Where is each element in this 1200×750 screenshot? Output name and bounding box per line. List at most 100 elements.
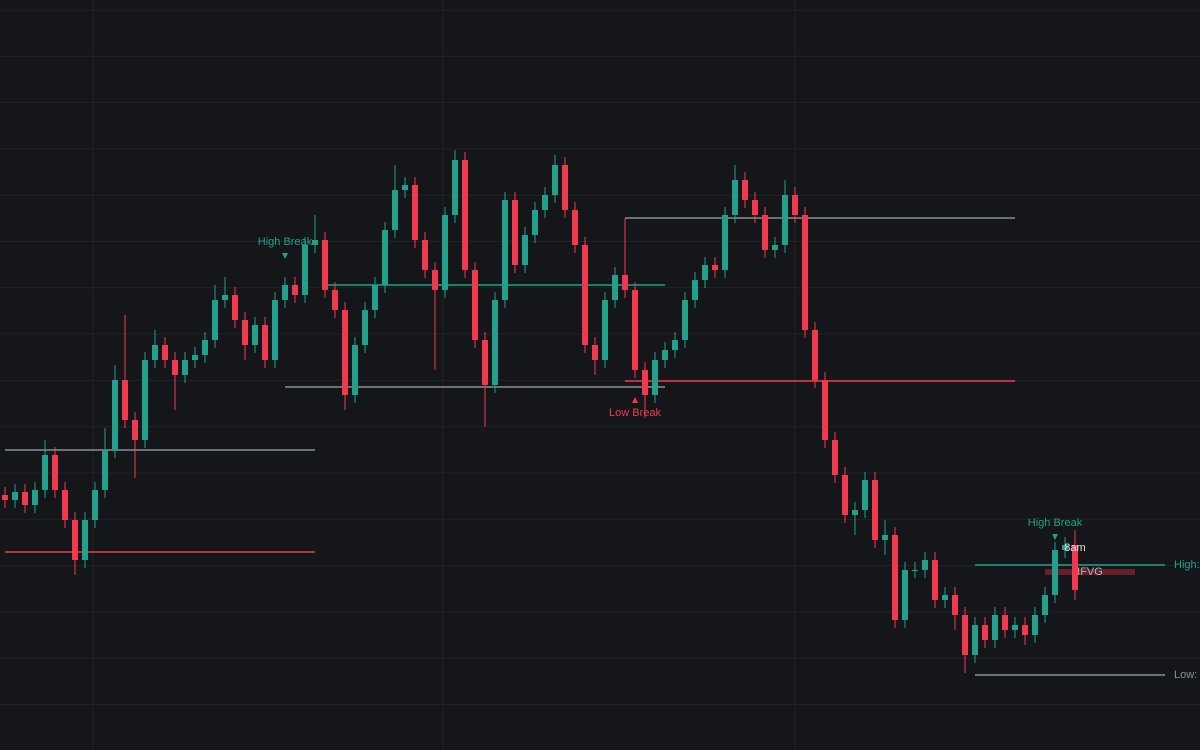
candle-body bbox=[1062, 545, 1068, 550]
candle-body bbox=[1042, 595, 1048, 615]
candle-body bbox=[512, 200, 518, 265]
candle-body bbox=[482, 340, 488, 385]
level-label: Low: bbox=[1174, 669, 1197, 681]
candle-body bbox=[292, 285, 298, 295]
candle-body bbox=[932, 560, 938, 600]
candle-body bbox=[172, 360, 178, 375]
candle-body bbox=[72, 520, 78, 560]
candle-body bbox=[392, 190, 398, 230]
candle-body bbox=[642, 370, 648, 395]
candle-body bbox=[112, 380, 118, 450]
candle-body bbox=[722, 215, 728, 270]
candle-body bbox=[952, 595, 958, 615]
candle-body bbox=[442, 215, 448, 290]
candle-body bbox=[492, 300, 498, 385]
candle-body bbox=[872, 480, 878, 540]
candle-body bbox=[202, 340, 208, 355]
break-marker bbox=[632, 397, 638, 403]
candle-body bbox=[242, 320, 248, 345]
ifvg-label: IFVG bbox=[1077, 566, 1103, 578]
candle-body bbox=[522, 235, 528, 265]
candle-body bbox=[1022, 625, 1028, 635]
candle-body bbox=[82, 520, 88, 560]
candle-body bbox=[1002, 615, 1008, 630]
candle-body bbox=[142, 360, 148, 440]
candle-body bbox=[542, 195, 548, 210]
candle-body bbox=[612, 275, 618, 300]
candle-body bbox=[422, 240, 428, 270]
candle-body bbox=[702, 265, 708, 280]
candle-body bbox=[272, 300, 278, 360]
candle-body bbox=[862, 480, 868, 510]
candle-body bbox=[692, 280, 698, 300]
candle-body bbox=[732, 180, 738, 215]
session-label: 8am bbox=[1064, 542, 1085, 554]
candle-body bbox=[332, 290, 338, 310]
candle-body bbox=[402, 185, 408, 190]
candle-body bbox=[532, 210, 538, 235]
candle-body bbox=[892, 535, 898, 620]
candle-body bbox=[132, 420, 138, 440]
candle-body bbox=[12, 492, 18, 500]
candle-body bbox=[552, 165, 558, 195]
candle-body bbox=[122, 380, 128, 420]
candle-body bbox=[822, 380, 828, 440]
candle-body bbox=[812, 330, 818, 380]
candle-body bbox=[832, 440, 838, 475]
candle-body bbox=[842, 475, 848, 515]
break-label: High Break bbox=[1028, 517, 1083, 529]
candle-body bbox=[222, 295, 228, 300]
candle-body bbox=[782, 195, 788, 245]
candle-body bbox=[22, 492, 28, 505]
candle-body bbox=[712, 265, 718, 270]
candle-body bbox=[472, 270, 478, 340]
candle-body bbox=[32, 490, 38, 505]
candle-body bbox=[62, 490, 68, 520]
break-label: High Break bbox=[258, 236, 313, 248]
candle-body bbox=[162, 345, 168, 360]
candle-body bbox=[912, 570, 918, 571]
candle-body bbox=[942, 595, 948, 600]
candle-body bbox=[452, 160, 458, 215]
break-label: Low Break bbox=[609, 407, 661, 419]
candle-body bbox=[662, 350, 668, 360]
candle-body bbox=[282, 285, 288, 300]
candle-body bbox=[212, 300, 218, 340]
candle-body bbox=[792, 195, 798, 215]
candle-body bbox=[322, 240, 328, 290]
candle-body bbox=[382, 230, 388, 285]
candle-body bbox=[742, 180, 748, 200]
ifvg-zone bbox=[1045, 569, 1135, 575]
candle-body bbox=[592, 345, 598, 360]
candle-body bbox=[192, 355, 198, 360]
candle-body bbox=[672, 340, 678, 350]
candle-body bbox=[372, 285, 378, 310]
candle-body bbox=[2, 495, 8, 500]
candle-body bbox=[352, 345, 358, 395]
candle-body bbox=[42, 455, 48, 490]
candle-body bbox=[632, 290, 638, 370]
candle-body bbox=[362, 310, 368, 345]
candle-body bbox=[752, 200, 758, 215]
candle-body bbox=[602, 300, 608, 360]
candle-body bbox=[232, 295, 238, 320]
candle-body bbox=[52, 455, 58, 490]
candle-body bbox=[92, 490, 98, 520]
candle-body bbox=[502, 200, 508, 300]
candle-body bbox=[1032, 615, 1038, 635]
break-marker bbox=[282, 253, 288, 259]
candle-body bbox=[882, 535, 888, 540]
candle-body bbox=[152, 345, 158, 360]
candle-body bbox=[1012, 625, 1018, 630]
candle-body bbox=[992, 615, 998, 640]
candle-body bbox=[582, 245, 588, 345]
candle-body bbox=[412, 185, 418, 240]
candle-body bbox=[302, 245, 308, 295]
candle-body bbox=[682, 300, 688, 340]
candle-body bbox=[922, 560, 928, 570]
candle-body bbox=[342, 310, 348, 395]
candle-body bbox=[982, 625, 988, 640]
